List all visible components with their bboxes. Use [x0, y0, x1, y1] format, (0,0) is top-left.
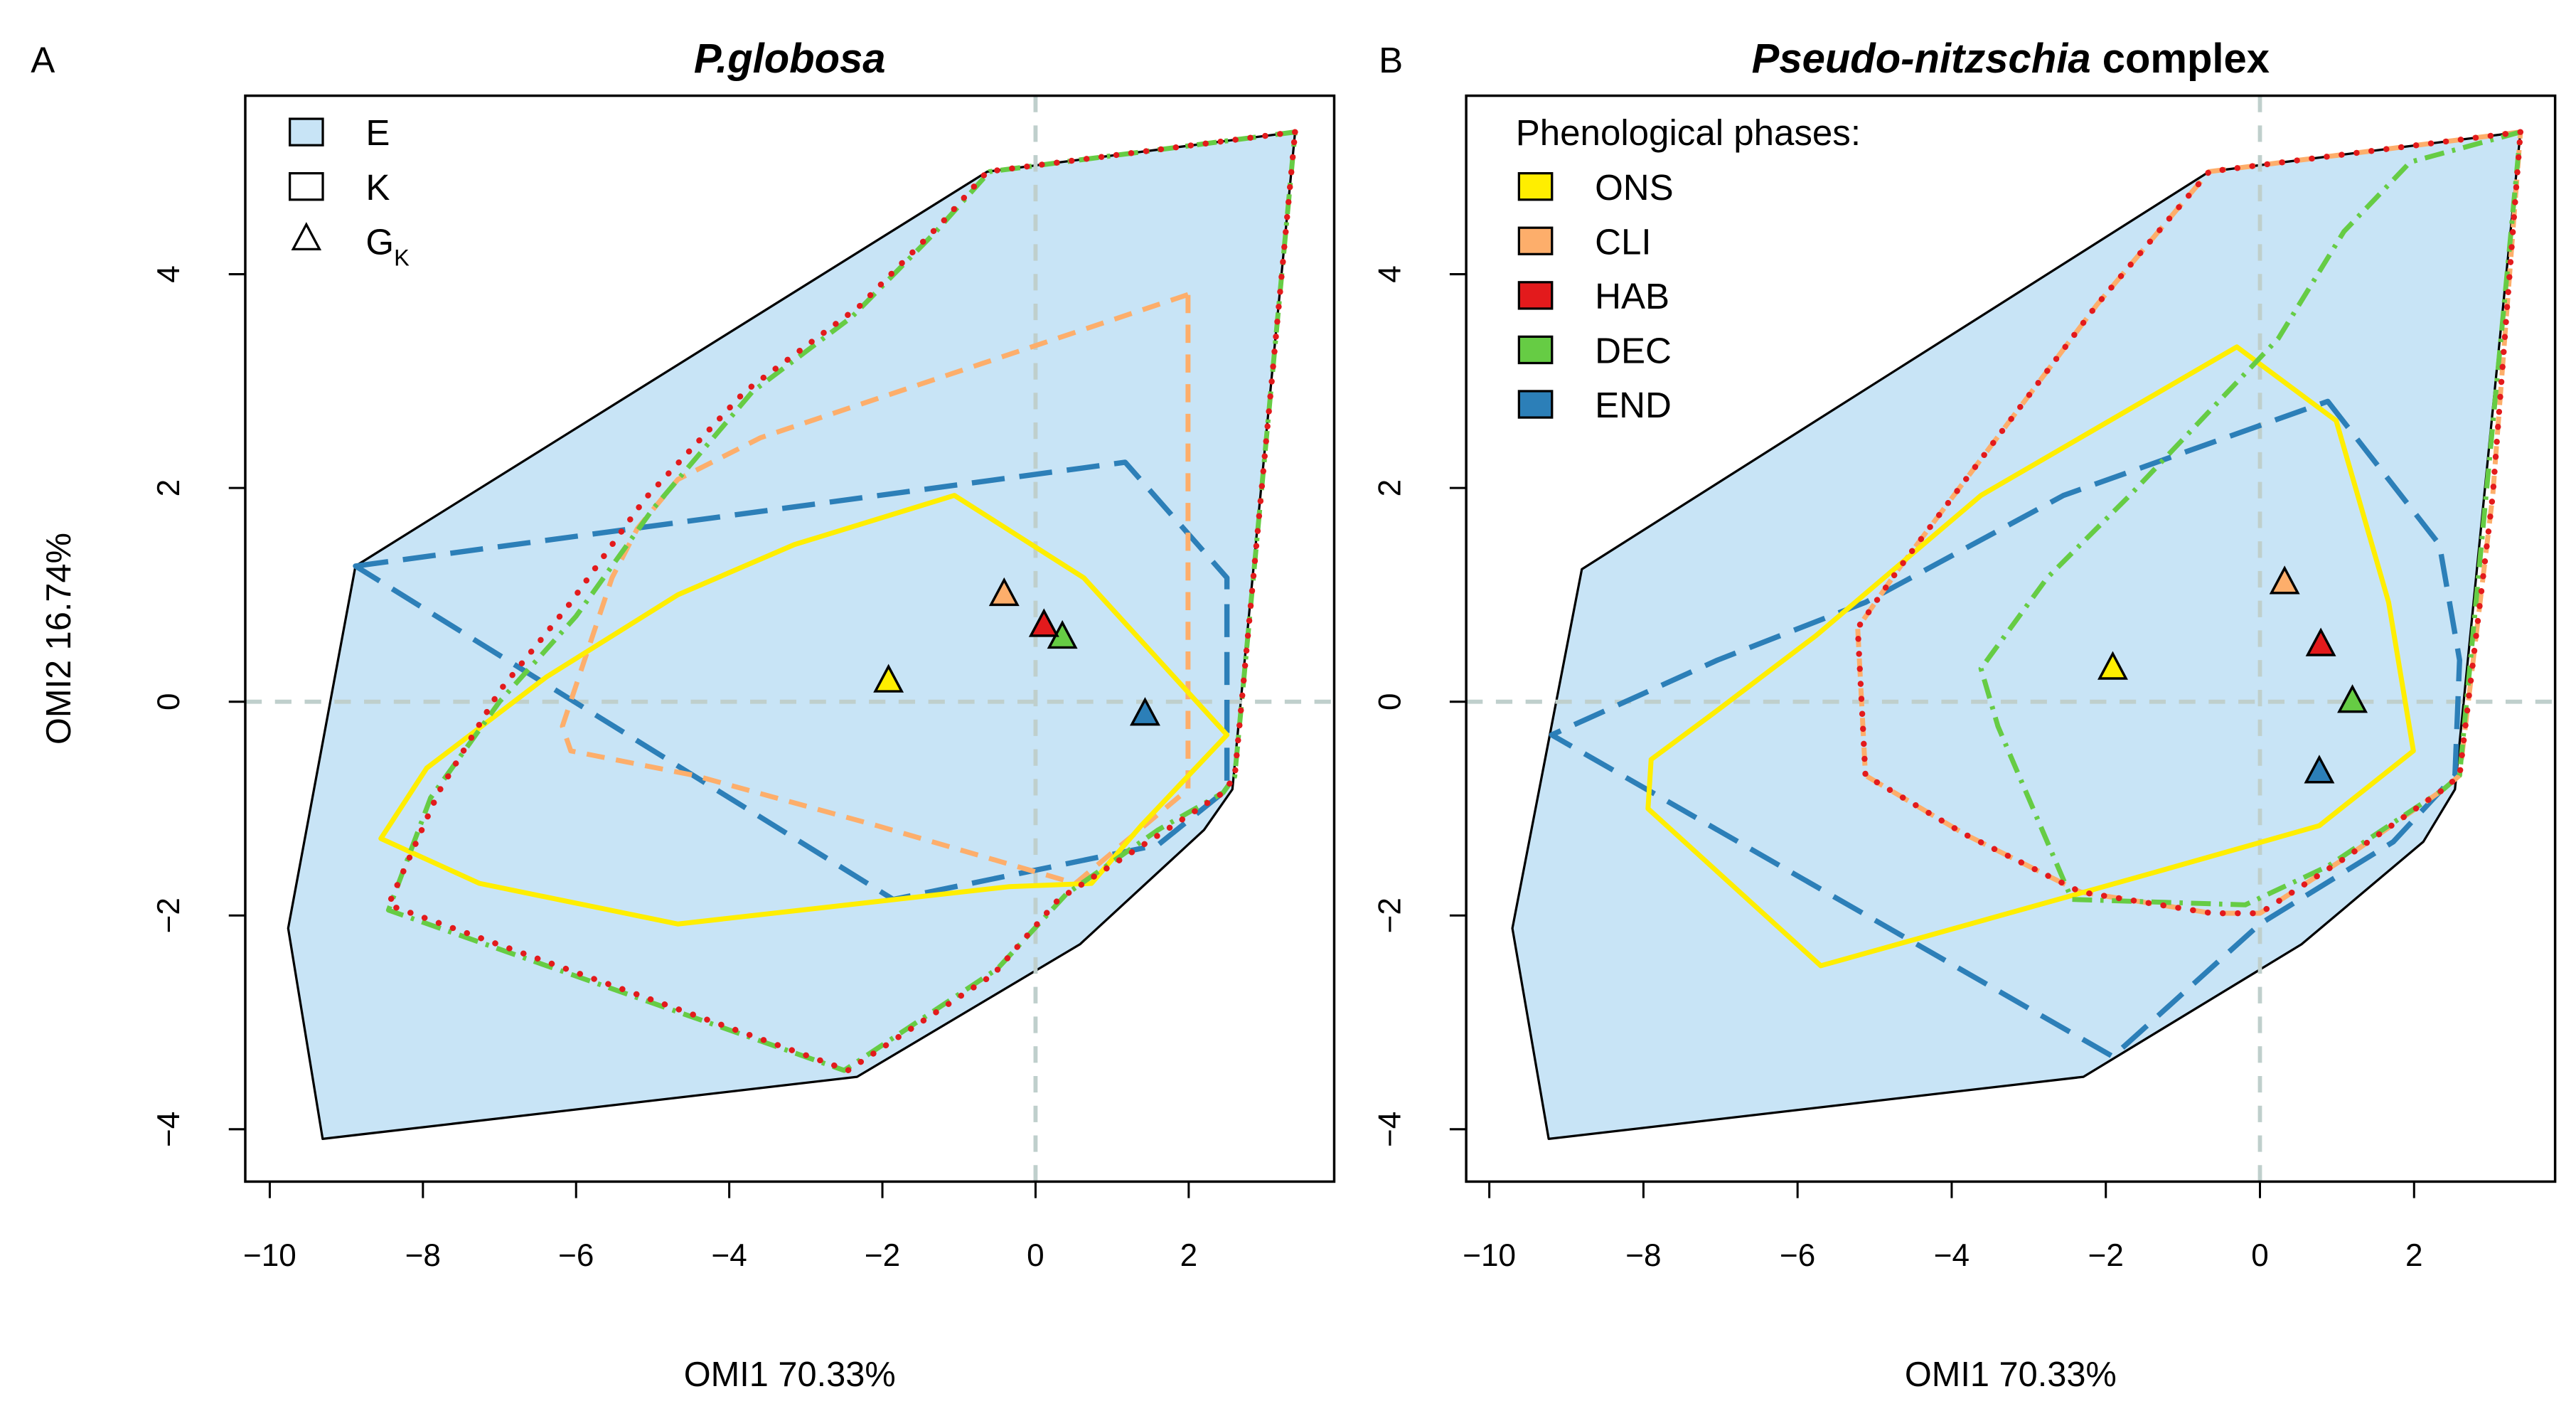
panel-title-italic: Pseudo-nitzschia	[1752, 36, 2091, 82]
legend-title: Phenological phases:	[1516, 112, 1861, 153]
x-tick-label: −2	[2088, 1238, 2124, 1273]
legend-label-main: G	[365, 221, 394, 262]
y-tick-label: −2	[1372, 898, 1407, 933]
legend-label-main: END	[1595, 385, 1672, 425]
y-axis-title: OMI2 16.74%	[40, 533, 78, 745]
subniche-polygon-dec	[385, 129, 1298, 1073]
y-tick-label: 2	[1372, 479, 1407, 497]
panel-title-suffix: complex	[2091, 36, 2270, 82]
centroid-marker-dec	[2337, 684, 2368, 713]
centroid-marker-cli	[988, 577, 1020, 607]
legend-label-main: ONS	[1595, 167, 1674, 208]
centroid-marker-hab	[1028, 608, 1059, 637]
x-tick-label: −10	[243, 1238, 296, 1273]
legend-swatch	[1517, 226, 1554, 255]
legend-label: END	[1595, 385, 1672, 425]
y-tick-label: 4	[1372, 265, 1407, 283]
x-tick-label: 2	[2405, 1238, 2423, 1273]
legend-label-main: CLI	[1595, 221, 1651, 262]
environment-polygon-e	[1511, 131, 2522, 1140]
y-tick-label: 4	[151, 265, 186, 283]
centroid-marker-ons	[873, 664, 904, 693]
centroid-marker-end	[2304, 755, 2335, 784]
panel-b: −10 −8 −6 −4 −2 0 2 −4 −2 0 2 4 OMI1 70.33% B Pseudo-n…	[1372, 36, 2557, 1394]
legend-label-main: K	[365, 167, 390, 208]
y-tick-label: −4	[151, 1112, 186, 1147]
legend-triangle-icon	[291, 222, 322, 251]
legend-label-main: E	[365, 112, 390, 153]
legend-label: E	[365, 112, 390, 153]
legend-swatch	[1517, 172, 1554, 201]
panel-a: −10 −8 −6 −4 −2 0 2 −4 −2 0 2 4 OMI1 70.33% OMI2 16.7…	[31, 36, 1336, 1394]
subniche-polygon-cli	[560, 292, 1191, 886]
panel-title-italic: P.globosa	[694, 36, 886, 82]
x-tick-label: −6	[1780, 1238, 1815, 1273]
y-tick-label: 0	[1372, 693, 1407, 710]
y-tick-label: −2	[151, 898, 186, 933]
x-tick-label: −2	[865, 1238, 900, 1273]
panel-letter: A	[31, 40, 55, 80]
x-tick-label: −10	[1463, 1238, 1516, 1273]
centroid-marker-cli	[2269, 565, 2300, 595]
x-tick-label: −8	[1625, 1238, 1661, 1273]
legend-swatch	[288, 172, 324, 201]
centroid-marker-end	[1129, 697, 1160, 726]
legend-label: CLI	[1595, 221, 1651, 262]
x-tick-label: 0	[2251, 1238, 2269, 1273]
y-tick-label: −4	[1372, 1112, 1407, 1147]
y-tick-label: 2	[151, 479, 186, 497]
subniche-polygon-hab	[385, 129, 1298, 1074]
panel-letter: B	[1379, 40, 1403, 80]
legend-swatch	[1517, 335, 1554, 365]
x-tick-label: 0	[1027, 1238, 1044, 1273]
subniche-polygon-end	[1549, 398, 2462, 1060]
legend-label: K	[365, 167, 390, 208]
x-tick-label: −4	[1934, 1238, 1970, 1273]
legend-label: ONS	[1595, 167, 1674, 208]
subniche-polygon-hab	[1854, 129, 2524, 917]
legend-label: HAB	[1595, 276, 1669, 316]
x-axis-title: OMI1 70.33%	[1905, 1356, 2117, 1394]
x-tick-label: −6	[558, 1238, 594, 1273]
legend-swatch	[1517, 390, 1554, 419]
legend-label-subscript: K	[394, 245, 410, 271]
x-tick-label: −4	[712, 1238, 747, 1273]
x-axis-title: OMI1 70.33%	[684, 1356, 896, 1394]
subniche-polygon-ons	[1645, 344, 2416, 969]
legend-label-main: DEC	[1595, 331, 1672, 371]
x-tick-label: 2	[1180, 1238, 1198, 1273]
panel-title: Pseudo-nitzschia complex	[1752, 36, 2270, 82]
panel-title: P.globosa	[694, 36, 886, 82]
legend: Phenological phases: ONS CLI HAB DEC END	[1516, 112, 1861, 425]
legend-swatch	[288, 117, 324, 147]
environment-polygon-e	[287, 131, 1297, 1140]
y-tick-label: 0	[151, 693, 186, 710]
legend-label: GK	[365, 221, 410, 270]
legend-label-main: HAB	[1595, 276, 1669, 316]
centroid-marker-ons	[2097, 651, 2128, 680]
legend-swatch	[1517, 281, 1554, 310]
subniche-polygon-ons	[378, 493, 1230, 927]
subniche-polygon-dec	[1978, 129, 2523, 907]
centroid-marker-hab	[2305, 627, 2336, 656]
legend-label: DEC	[1595, 331, 1672, 371]
x-tick-label: −8	[405, 1238, 441, 1273]
